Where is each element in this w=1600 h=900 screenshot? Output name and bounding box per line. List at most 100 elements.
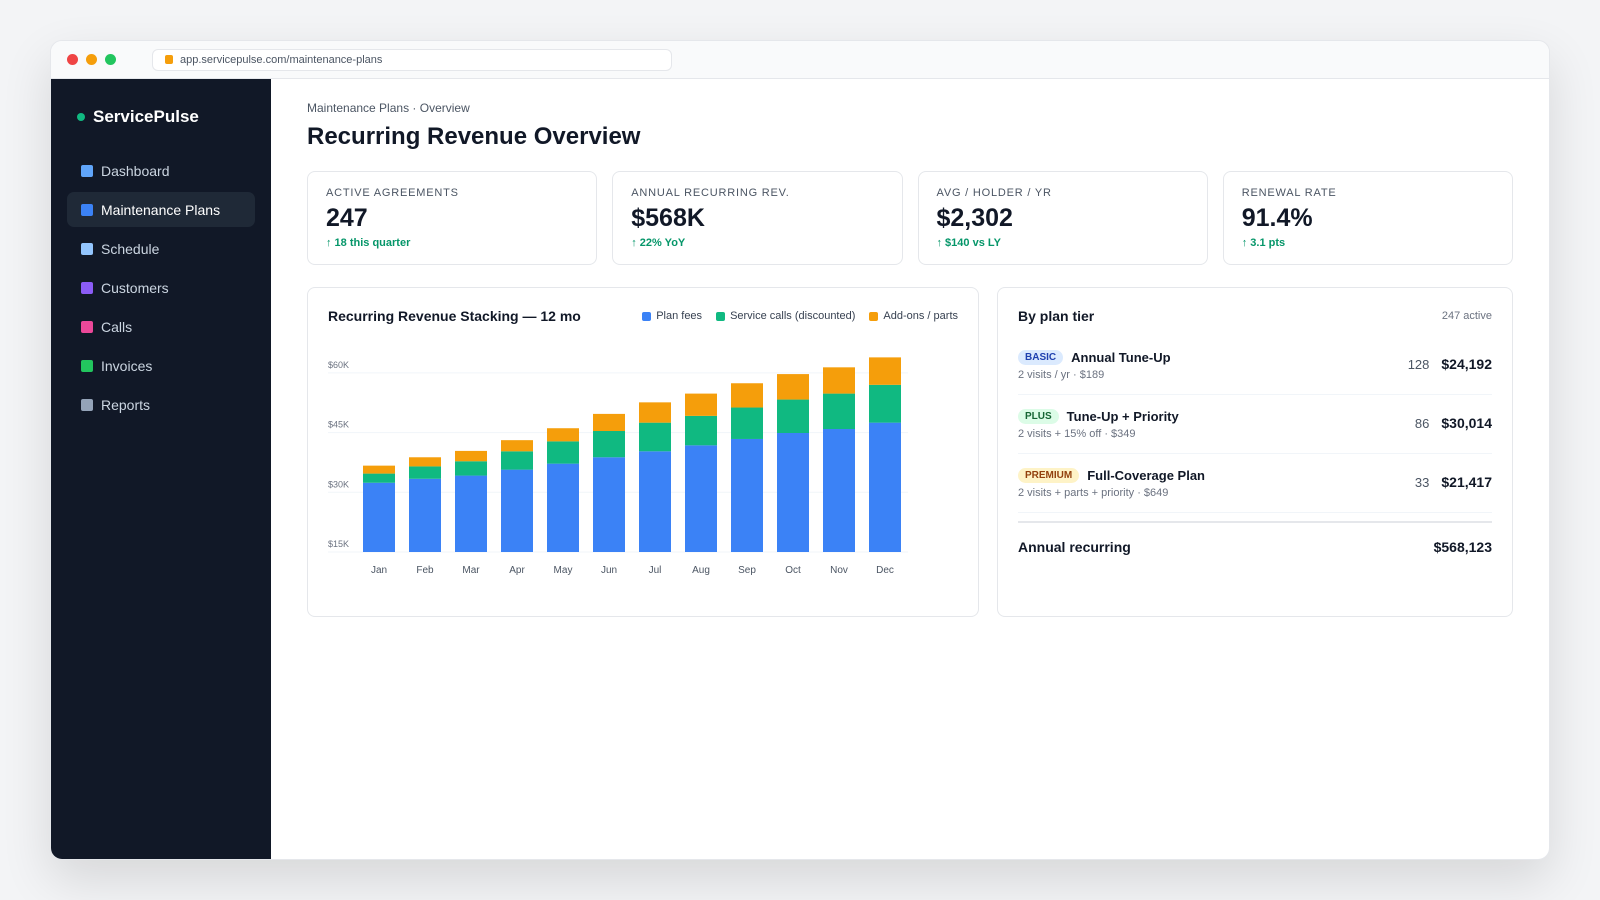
tier-badge: PLUS [1018,408,1059,424]
nav-label: Reports [101,396,151,413]
x-tick-label: Mar [462,565,480,576]
legend-label: Service calls (discounted) [730,310,856,322]
tier-figures: 33 $21,417 [1415,474,1492,492]
bar-segment [455,461,487,476]
kpi-card: AVG / HOLDER / YR $2,302 ↑ $140 vs LY [917,171,1208,265]
x-tick-label: May [554,565,573,576]
y-tick-label: $30K [328,479,349,489]
x-tick-label: Jun [601,565,617,576]
bar-segment [685,393,717,416]
y-tick-label: $15K [328,539,349,549]
maximize-button[interactable] [105,54,116,65]
brand[interactable]: ServicePulse [77,107,255,127]
nav-item[interactable]: Reports [67,387,255,422]
x-tick-label: Dec [876,565,894,576]
bar-segment [731,383,763,408]
tier-list: BASIC Annual Tune-Up 2 visits / yr · $189 1… [998,336,1512,513]
kpi-delta: ↑ 3.1 pts [1241,237,1286,249]
tier-amount: $21,417 [1441,474,1492,490]
kpi-label: AVG / HOLDER / YR [936,187,1052,199]
page-title: Recurring Revenue Overview [307,123,641,150]
bar-segment [869,422,901,552]
nav-icon [81,203,93,216]
tier-row[interactable]: PREMIUM Full-Coverage Plan 2 visits + part… [1018,454,1492,513]
bar-segment [409,466,441,479]
tier-badge: BASIC [1018,349,1064,365]
bar-segment [363,482,395,552]
x-tick-label: Jul [649,565,662,576]
total-row: Annual recurring $568,123 [1018,521,1492,555]
minimize-button[interactable] [86,54,97,65]
tier-figures: 86 $30,014 [1415,415,1492,433]
url: app.servicepulse.com/maintenance-plans [180,53,383,66]
tier-row[interactable]: PLUS Tune-Up + Priority 2 visits + 15% off… [1018,395,1492,454]
kpi-label: ACTIVE AGREEMENTS [326,187,459,199]
tier-title: By plan tier [1018,308,1095,324]
legend-item[interactable]: Plan fees [642,310,702,322]
tier-top: BASIC Annual Tune-Up [1018,349,1171,365]
bar-segment [501,451,533,470]
bar-segment [547,428,579,442]
nav-label: Invoices [101,357,153,374]
nav-icon [81,320,93,333]
brand-name: ServicePulse [93,107,199,126]
bar-segment [777,432,809,552]
bar-segment [409,457,441,467]
y-tick-label: $45K [328,420,349,430]
kpi-card: RENEWAL RATE 91.4% ↑ 3.1 pts [1222,171,1513,265]
x-tick-label: Feb [416,565,434,576]
tier-detail: 2 visits + 15% off · $349 [1018,427,1136,440]
bar-segment [685,415,717,446]
breadcrumb[interactable]: Maintenance Plans · Overview [307,101,470,115]
nav-item[interactable]: Maintenance Plans [67,192,255,227]
legend-swatch [869,311,879,321]
nav-icon [81,242,93,255]
chart: $15K $30K $45K $60K Jan Feb Mar Apr May Jun Jul Aug… [328,357,908,576]
nav-label: Maintenance Plans [101,201,221,218]
tier-card: By plan tier 247 active BASIC Annual Tune… [997,287,1513,617]
tier-badge: PREMIUM [1018,467,1080,483]
legend-item[interactable]: Service calls (discounted) [716,310,855,322]
browser-window: app.servicepulse.com/maintenance-plans S… [50,40,1550,860]
tier-top: PREMIUM Full-Coverage Plan [1018,467,1205,483]
kpi-row: ACTIVE AGREEMENTS 247 ↑ 18 this quarter ANN… [307,171,1513,265]
nav-label: Dashboard [101,162,170,179]
x-tick-label: Oct [785,565,801,576]
chart-header: Recurring Revenue Stacking — 12 mo Plan … [308,288,978,324]
kpi-card: ACTIVE AGREEMENTS 247 ↑ 18 this quarter [307,171,598,265]
chart-card: Recurring Revenue Stacking — 12 mo Plan … [307,287,979,617]
bar-segment [869,384,901,423]
kpi-delta: ↑ 18 this quarter [326,237,411,249]
tier-info: PLUS Tune-Up + Priority 2 visits + 15% off… [1018,408,1179,440]
close-button[interactable] [67,54,78,65]
legend-swatch [716,311,726,321]
tier-count: 33 [1414,475,1430,490]
legend-item[interactable]: Add-ons / parts [869,310,958,322]
nav-item[interactable]: Customers [67,270,255,305]
tier-name: Full-Coverage Plan [1087,467,1205,483]
nav-item[interactable]: Calls [67,309,255,344]
bar-segment [501,440,533,452]
bar-segment [409,478,441,552]
brand-dot [77,113,85,121]
tier-row[interactable]: BASIC Annual Tune-Up 2 visits / yr · $189 1… [1018,336,1492,395]
bar-segment [639,402,671,423]
y-tick-label: $60K [328,360,349,370]
browser-bar: app.servicepulse.com/maintenance-plans [51,41,1549,79]
nav-label: Calls [101,318,133,335]
bar-segment [455,450,487,462]
bar-segment [731,438,763,552]
address-bar[interactable]: app.servicepulse.com/maintenance-plans [152,48,672,71]
main: Maintenance Plans · Overview Recurring R… [271,79,1549,859]
nav-item[interactable]: Dashboard [67,153,255,188]
kpi-value: 91.4% [1241,204,1313,232]
nav-item[interactable]: Schedule [67,231,255,266]
nav-item[interactable]: Invoices [67,348,255,383]
kpi-delta: ↑ 22% YoY [631,237,686,249]
bar-segment [501,469,533,552]
bar-segment [823,429,855,552]
bar-segment [777,399,809,433]
x-tick-label: Jan [371,565,387,576]
tier-amount: $24,192 [1441,356,1492,372]
